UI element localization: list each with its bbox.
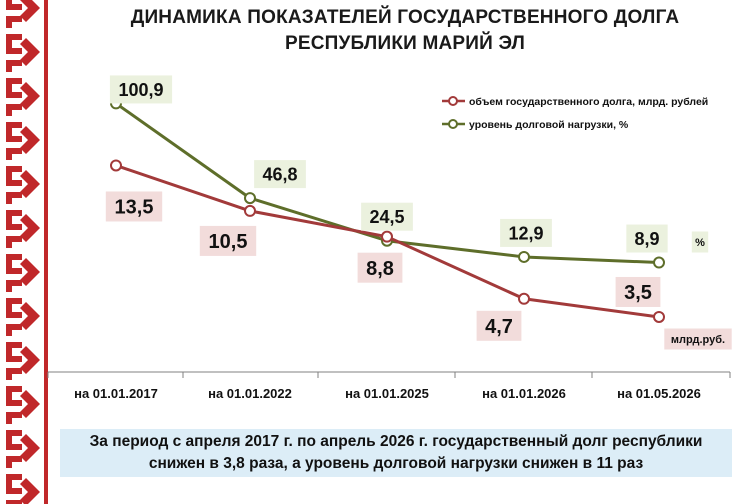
debt-data-label-bg xyxy=(357,252,403,283)
debt-data-label-bg xyxy=(199,225,257,256)
chart-title-line-1: ДИНАМИКА ПОКАЗАТЕЛЕЙ ГОСУДАРСТВЕННОГО ДО… xyxy=(130,7,680,28)
ornament-motif xyxy=(6,210,40,248)
legend-marker xyxy=(448,119,458,129)
debt-data-label: 4,7 xyxy=(485,316,513,338)
load-unit-label: % xyxy=(695,237,705,249)
load-data-label: 100,9 xyxy=(118,80,163,100)
debt-data-label-bg xyxy=(615,276,661,307)
load-data-label: 46,8 xyxy=(262,165,297,185)
load-data-label: 12,9 xyxy=(508,223,543,243)
debt-data-label: 8,8 xyxy=(366,258,394,280)
summary-line-2: снижен в 3,8 раза, а уровень долговой на… xyxy=(148,455,644,472)
summary-box: За период с апреля 2017 г. по апрель 202… xyxy=(60,429,732,477)
debt-data-label: 13,5 xyxy=(115,197,154,219)
summary-line-1: За период с апреля 2017 г. по апрель 202… xyxy=(89,433,703,450)
load-series-point xyxy=(244,192,256,205)
legend-label: уровень долговой нагрузки, % xyxy=(469,119,629,131)
load-data-label-bg xyxy=(361,202,413,231)
ornament-motif xyxy=(6,78,40,116)
x-tick-label: на 01.01.2022 xyxy=(208,386,292,401)
debt-unit-label-bg xyxy=(664,328,732,350)
debt-data-label: 3,5 xyxy=(624,282,652,304)
ornament-border xyxy=(6,0,48,504)
ornament-motif xyxy=(6,298,40,336)
legend-marker xyxy=(448,96,458,106)
load-data-label: 8,9 xyxy=(634,229,659,249)
x-tick-label: на 01.01.2026 xyxy=(482,386,566,401)
ornament-motif xyxy=(6,342,40,380)
chart-title-line-2: РЕСПУБЛИКИ МАРИЙ ЭЛ xyxy=(285,33,525,54)
ornament-stripe xyxy=(44,0,48,504)
ornament-motif xyxy=(6,122,40,160)
debt-series-point xyxy=(381,230,393,243)
load-data-label-bg xyxy=(254,160,306,189)
legend-label: объем государственного долга, млрд. рубл… xyxy=(469,96,708,108)
debt-data-label-bg xyxy=(105,191,163,222)
x-tick-label: на 01.01.2017 xyxy=(74,386,158,401)
x-tick-label: на 01.05.2026 xyxy=(617,386,701,401)
ornament-motif xyxy=(6,430,40,468)
debt-unit-label: млрд.руб. xyxy=(671,334,725,346)
ornament-motif xyxy=(6,474,40,504)
ornament-motif xyxy=(6,254,40,292)
debt-series-point xyxy=(518,292,530,305)
ornament-motif xyxy=(6,0,40,28)
load-data-label-bg xyxy=(500,218,552,247)
load-data-label: 24,5 xyxy=(369,207,404,227)
debt-data-label: 10,5 xyxy=(209,231,248,253)
load-series-point xyxy=(518,250,530,263)
debt-data-label-bg xyxy=(476,310,522,341)
debt-series-point xyxy=(653,310,665,323)
ornament-motif xyxy=(6,386,40,424)
load-unit-label-bg xyxy=(691,231,709,253)
debt-series-point xyxy=(244,204,256,217)
ornament-motif xyxy=(6,166,40,204)
x-tick-label: на 01.01.2025 xyxy=(345,386,429,401)
load-series-point xyxy=(653,256,665,269)
ornament-motif xyxy=(6,34,40,72)
load-data-label-bg xyxy=(626,224,668,253)
load-data-label-bg xyxy=(109,75,173,104)
debt-series-point xyxy=(110,159,122,172)
